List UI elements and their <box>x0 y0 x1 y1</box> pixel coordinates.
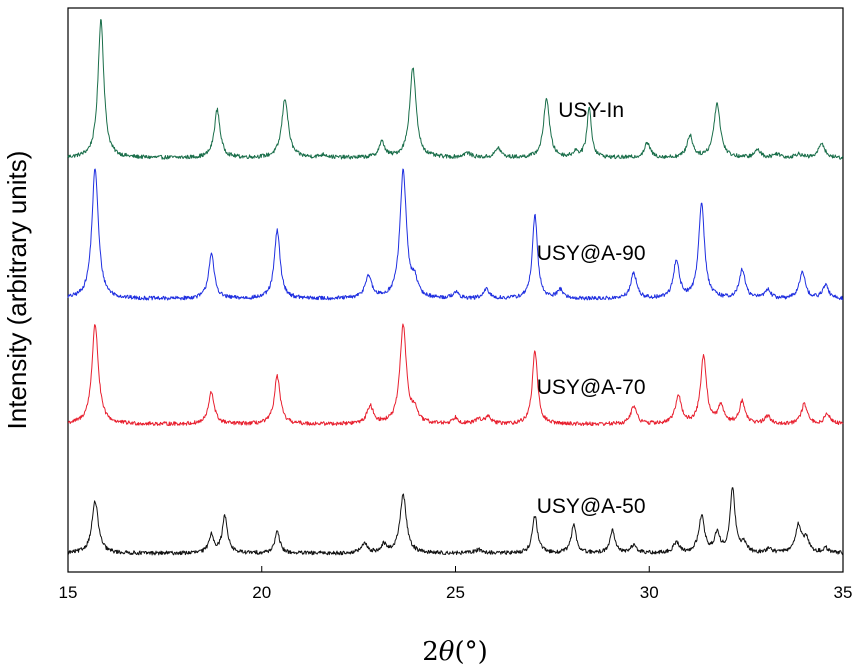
series-label: USY@A-50 <box>537 495 646 518</box>
x-axis-title-unit: (°) <box>454 637 487 667</box>
series-label: USY@A-90 <box>537 242 646 265</box>
x-tick-label: 20 <box>252 583 271 602</box>
y-axis-title: Intensity (arbitrary units) <box>2 151 32 430</box>
x-tick-label: 35 <box>834 583 853 602</box>
plot-frame <box>67 7 844 573</box>
series-line-usy-a-50 <box>67 487 844 556</box>
x-tick-label: 15 <box>59 583 78 602</box>
series-line-usy-in <box>67 19 844 160</box>
x-tick-label: 30 <box>640 583 659 602</box>
series-line-usy-a-90 <box>67 168 844 301</box>
series-line-usy-a-70 <box>67 323 844 427</box>
x-axis-title: 2θ(°) <box>422 637 488 667</box>
x-axis-title-prefix: 2 <box>422 637 439 667</box>
series-layer <box>67 19 844 556</box>
series-label: USY@A-70 <box>537 376 646 399</box>
x-axis-title-symbol: θ <box>439 637 455 667</box>
x-axis-ticks: 15 20 25 30 35 <box>59 566 853 602</box>
series-label: USY-In <box>558 99 624 122</box>
series-label-layer: USY-In USY@A-90 USY@A-70 USY@A-50 <box>537 99 646 518</box>
x-tick-label: 25 <box>446 583 465 602</box>
